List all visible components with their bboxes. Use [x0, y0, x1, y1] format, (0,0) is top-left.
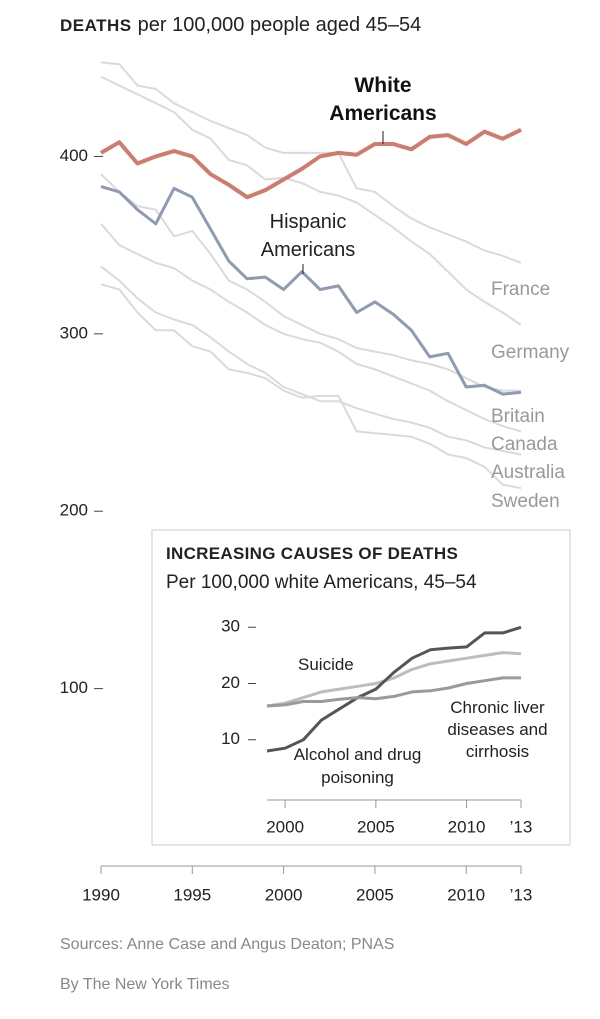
chart-subtitle: per 100,000 people aged 45–54: [137, 14, 422, 36]
series-line: [100, 61, 522, 264]
series-label: Suicide: [298, 655, 354, 674]
x-tick-label: ’13: [510, 885, 533, 904]
series-line: [100, 283, 522, 490]
series-label: White Americans: [329, 74, 437, 125]
y-tick-label: 30: [221, 617, 240, 636]
series-label: Hispanic Americans: [260, 211, 356, 261]
x-tick-label: ’13: [510, 817, 533, 836]
series-label: Australia: [491, 462, 565, 483]
series-line: [100, 75, 522, 326]
inset-title: INCREASING CAUSES OF DEATHS: [166, 544, 459, 563]
inset-subtitle: Per 100,000 white Americans, 45–54: [166, 572, 477, 593]
series-line: [100, 265, 522, 456]
x-tick-label: 2010: [447, 885, 485, 904]
y-tick-label: 10: [221, 729, 240, 748]
source: Sources: Anne Case and Angus Deaton; PNA…: [60, 936, 395, 953]
y-tick-label: 300: [60, 323, 88, 342]
series-label: France: [491, 279, 551, 300]
x-tick-label: 1990: [82, 885, 120, 904]
x-tick-label: 1995: [173, 885, 211, 904]
series-label: Canada: [491, 434, 558, 455]
series-line: [99, 128, 522, 200]
y-tick-label: 100: [60, 678, 88, 697]
y-tick-label: 200: [60, 501, 88, 520]
inset-box: [151, 529, 571, 846]
chart-title: DEATHS: [60, 16, 132, 35]
series-line: [100, 223, 522, 433]
y-tick-label: 400: [60, 146, 88, 165]
series-label: Britain: [491, 406, 545, 427]
x-tick-label: 2000: [266, 817, 304, 836]
series-line: [100, 173, 521, 392]
y-tick-label: 20: [221, 673, 240, 692]
x-tick-label: 2000: [265, 885, 303, 904]
series-line: [266, 651, 522, 708]
series-line: [266, 625, 522, 753]
credit: By The New York Times: [60, 976, 230, 993]
series-label: Germany: [491, 342, 570, 363]
title-row: DEATHS per 100,000 people aged 45–54: [60, 14, 421, 37]
series-label: Chronic liver diseases and cirrhosis: [447, 698, 548, 761]
series-line: [100, 185, 522, 396]
series-label: Sweden: [491, 491, 560, 512]
x-tick-label: 2010: [448, 817, 486, 836]
x-tick-label: 2005: [357, 817, 395, 836]
x-tick-label: 2005: [356, 885, 394, 904]
series-label: Alcohol and drug poisoning: [293, 745, 422, 787]
series-line: [266, 676, 521, 708]
